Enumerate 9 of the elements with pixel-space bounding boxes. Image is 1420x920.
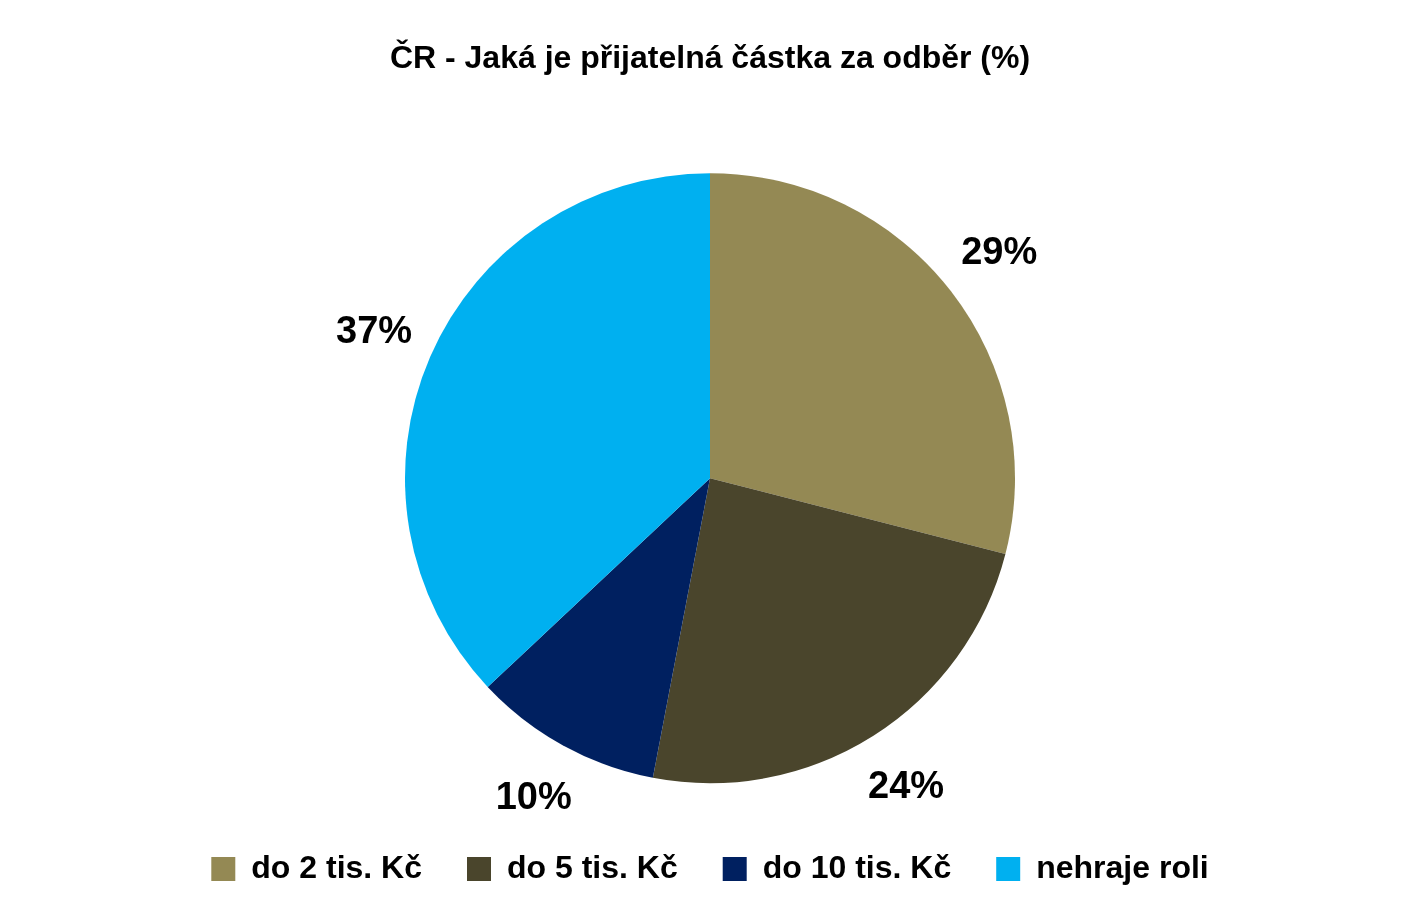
- legend-label: nehraje roli: [1036, 848, 1209, 885]
- chart-title: ČR - Jaká je přijatelná částka za odběr (%): [389, 39, 1031, 76]
- legend-label: do 2 tis. Kč: [251, 848, 422, 885]
- legend-label: do 5 tis. Kč: [507, 848, 678, 885]
- data-label: 24%: [868, 763, 945, 806]
- data-label: 10%: [495, 775, 572, 818]
- legend-label: do 10 tis. Kč: [762, 848, 952, 885]
- data-label: 37%: [336, 309, 413, 352]
- data-label: 29%: [961, 230, 1038, 273]
